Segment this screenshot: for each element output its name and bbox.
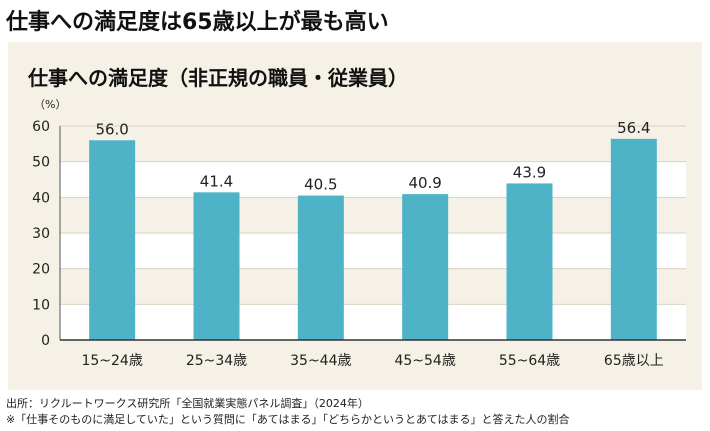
bar — [610, 138, 657, 340]
headline: 仕事への満足度は65歳以上が最も高い — [6, 10, 389, 35]
bar — [297, 195, 344, 340]
y-tick-label: 0 — [41, 333, 50, 349]
y-tick-label: 40 — [32, 190, 50, 206]
bar-value-label: 56.0 — [95, 120, 128, 138]
bar — [402, 194, 449, 340]
y-tick-label: 20 — [32, 262, 50, 278]
bar-value-label: 40.5 — [304, 176, 337, 194]
bar-value-label: 41.4 — [200, 172, 233, 190]
y-tick-label: 50 — [32, 155, 50, 171]
x-tick-label: 15~24歳 — [81, 353, 142, 369]
x-tick-label: 45~54歳 — [394, 353, 455, 369]
x-tick-label: 55~64歳 — [499, 353, 560, 369]
source-note: 出所：リクルートワークス研究所「全国就業実態パネル調査」（2024年） — [6, 397, 369, 410]
grid-band — [60, 161, 686, 198]
y-axis-unit: （%） — [34, 98, 66, 111]
method-note: ※「仕事そのものに満足していた」という質問に「あてはまる」「どちらかというとあて… — [6, 413, 570, 426]
grid-band — [60, 233, 686, 269]
bar-value-label: 56.4 — [617, 119, 650, 137]
bar — [89, 140, 136, 340]
x-tick-label: 25~34歳 — [186, 353, 247, 369]
x-tick-label: 65歳以上 — [604, 353, 664, 369]
bar — [193, 192, 240, 340]
bar — [506, 183, 553, 340]
x-tick-label: 35~44歳 — [290, 353, 351, 369]
y-tick-label: 30 — [32, 226, 50, 242]
bar-value-label: 40.9 — [408, 174, 441, 192]
chart-title: 仕事への満足度（非正規の職員・従業員） — [28, 66, 408, 90]
bar-value-label: 43.9 — [513, 163, 546, 181]
y-tick-label: 10 — [32, 297, 50, 313]
grid-band — [60, 304, 686, 340]
y-tick-label: 60 — [32, 119, 50, 135]
